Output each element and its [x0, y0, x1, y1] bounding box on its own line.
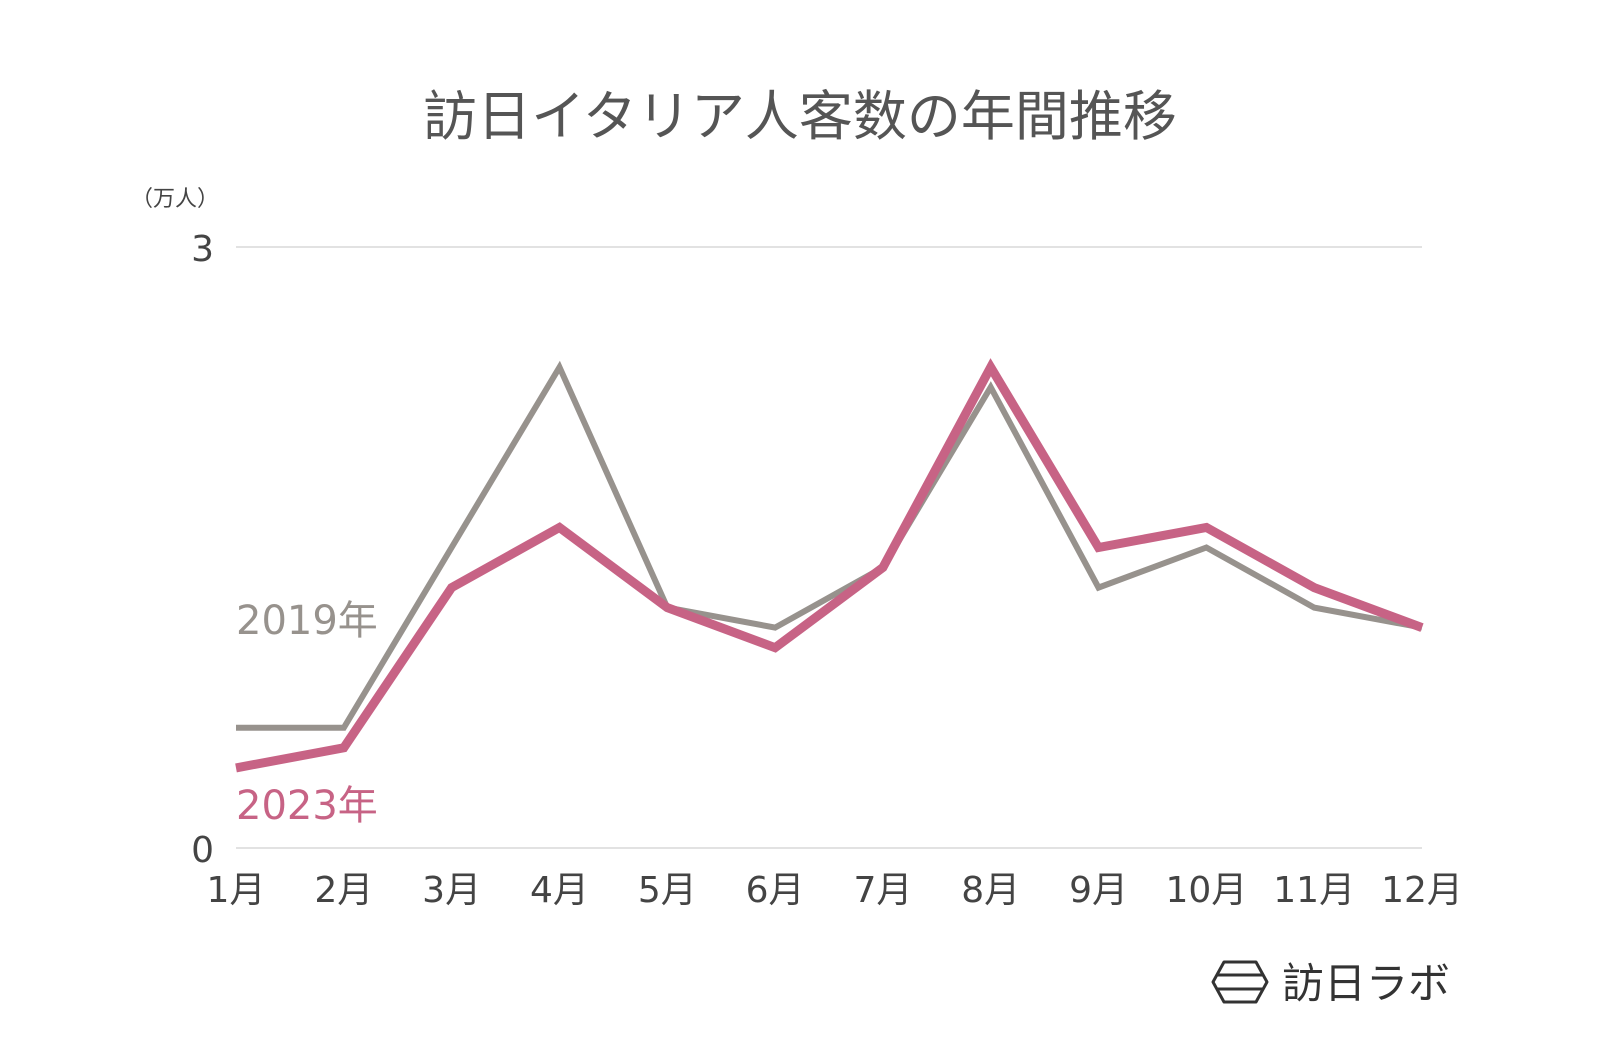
y-tick-label: 3	[191, 229, 214, 270]
brand-name: 訪日ラボ	[1282, 959, 1450, 1008]
series-label-2019: 2019年	[236, 598, 378, 644]
x-tick-label: 12月	[1381, 870, 1463, 911]
x-tick-label: 6月	[746, 870, 805, 911]
brand-logo: 訪日ラボ	[1211, 959, 1450, 1008]
x-tick-label: 3月	[422, 870, 481, 911]
x-tick-label: 5月	[638, 870, 697, 911]
series-label-2023: 2023年	[236, 783, 378, 829]
x-tick-label: 2月	[314, 870, 373, 911]
x-tick-label: 1月	[207, 870, 266, 911]
gridlines	[236, 246, 1422, 849]
hexagon-logo-icon	[1211, 960, 1269, 1004]
x-tick-label: 8月	[961, 870, 1020, 911]
x-tick-label: 11月	[1273, 870, 1355, 911]
x-tick-label: 7月	[853, 870, 912, 911]
x-tick-label: 9月	[1069, 870, 1128, 911]
y-axis-unit-label: （万人）	[131, 187, 219, 212]
x-tick-label: 4月	[530, 870, 589, 911]
series-lines	[235, 358, 1424, 773]
series-line-2023	[235, 358, 1424, 773]
series-line-2019	[236, 360, 1423, 731]
y-tick-label: 0	[191, 830, 214, 871]
axis-labels: 0 3 1月 2月 3月 4月 5月 6月 7月 8月 9月 10月 11月 12月	[191, 229, 1463, 911]
x-tick-label: 10月	[1165, 870, 1247, 911]
chart-title: 訪日イタリア人客数の年間推移	[423, 85, 1177, 148]
